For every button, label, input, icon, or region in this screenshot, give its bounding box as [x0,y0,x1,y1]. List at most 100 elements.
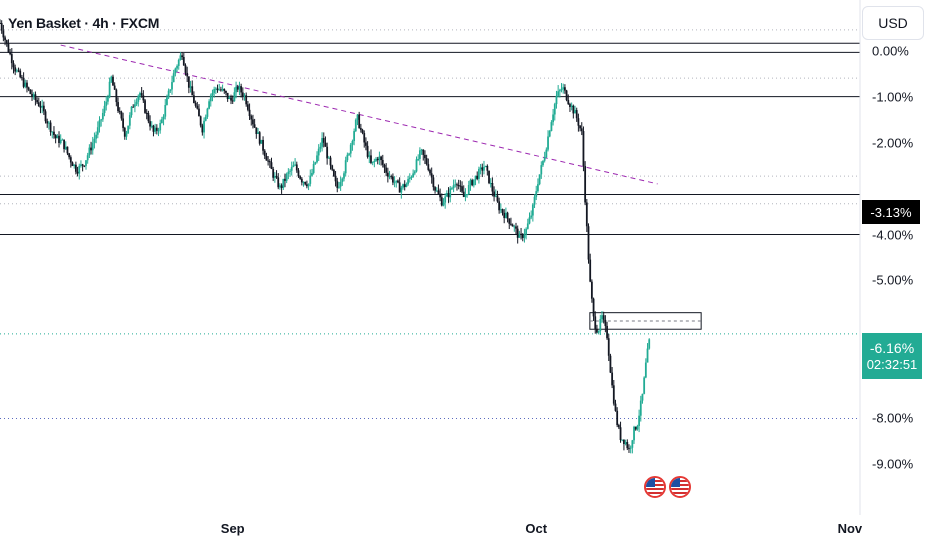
candle [503,209,506,224]
candle [516,225,519,244]
candle [424,150,426,165]
candle [447,187,450,203]
price-tick-label: -2.00% [872,135,914,151]
candle [356,114,359,126]
candle [186,66,189,83]
candle [142,90,145,103]
candle [553,102,556,121]
candle [139,91,141,100]
candle [287,168,290,180]
candle [0,19,1,24]
candle [169,89,172,93]
currency-button[interactable]: USD [862,6,924,40]
candle [130,106,133,118]
candle [53,126,55,139]
candle [63,139,65,153]
candle [611,366,614,389]
candle [638,409,640,433]
candle [252,114,254,129]
candle [203,117,205,139]
candle [134,99,136,113]
rectangle-drawing[interactable] [589,312,702,330]
bar-countdown: 02:32:51 [866,356,918,372]
candle [76,166,79,177]
candle [211,89,214,102]
candle [604,315,607,333]
us-flag-icon[interactable] [669,476,691,498]
candle [489,178,492,188]
candle [221,84,224,92]
time-tick-label: Nov [837,521,863,536]
candle [223,88,226,94]
price-tick-label: -1.00% [872,89,914,105]
candle [454,179,457,188]
candle [407,175,409,186]
candle [614,399,617,412]
candle [324,136,327,147]
candle [504,207,507,219]
candle [472,179,475,188]
candle [319,142,322,153]
candle [233,87,236,102]
candle [353,128,356,146]
candle [321,132,323,152]
candle [61,138,64,141]
candle [474,175,477,186]
candle [290,161,293,176]
candle [545,147,548,159]
candle [542,160,544,167]
candle [494,189,497,198]
price-tick-label: -5.00% [872,272,914,288]
candle [273,172,276,183]
candle [526,218,529,230]
candle [623,439,625,451]
candle [395,180,398,188]
candle [579,125,581,132]
candle [515,222,517,235]
candle [297,168,300,178]
candle [585,198,588,232]
candle [300,177,303,186]
candle [235,81,237,99]
candle [262,136,264,155]
candle [214,86,217,95]
candle [574,105,576,114]
candle [154,123,157,134]
candle [68,152,71,160]
candle [166,94,168,106]
candle [511,223,514,227]
candle [117,97,119,114]
candle [83,165,86,168]
candle [96,121,99,139]
candle [88,144,91,159]
candle [263,149,266,160]
candle [378,151,381,165]
candle [98,116,101,133]
candle [552,108,554,126]
candle [253,118,256,129]
candle [206,107,209,119]
candle [466,193,468,198]
candle [415,156,418,173]
candle [49,120,52,136]
candle [32,92,35,100]
candle [344,156,347,177]
candle [392,173,394,186]
candle [567,94,570,105]
candle [432,174,435,191]
candle [408,173,411,183]
candle [558,88,561,98]
candle [616,407,619,428]
candle [90,141,92,155]
us-flag-icon[interactable] [644,476,666,498]
candle [279,183,281,190]
candle [633,425,635,444]
candle [48,120,50,130]
candle [596,324,598,334]
candle [59,134,62,145]
candle [602,311,605,324]
candle [624,439,627,446]
time-tick-label: Oct [525,521,548,536]
candle [2,24,5,42]
